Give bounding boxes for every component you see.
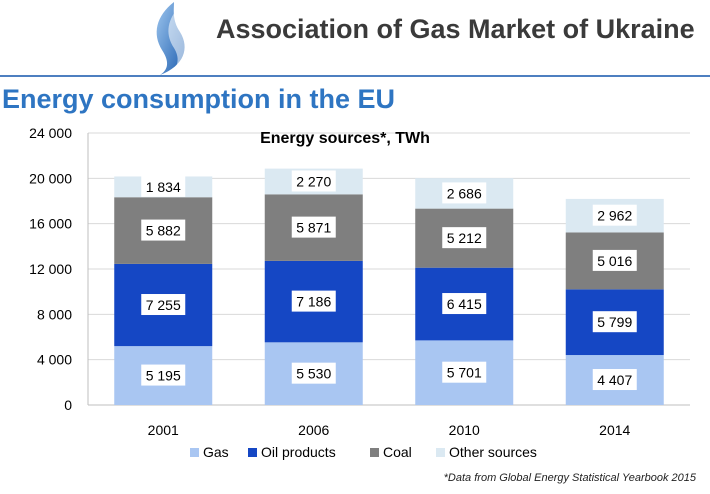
data-label: 5 195 [146, 368, 181, 384]
data-label-box [291, 170, 336, 192]
data-label: 4 407 [597, 372, 632, 388]
data-label: 7 255 [146, 297, 181, 313]
data-label-box [592, 369, 637, 391]
data-label-box [141, 219, 186, 241]
y-tick-label: 20 000 [29, 170, 72, 186]
header-divider [0, 75, 710, 77]
legend-swatch [248, 448, 257, 457]
data-label: 2 962 [597, 208, 632, 224]
data-label-box [141, 294, 186, 316]
data-label-box [592, 249, 637, 271]
y-tick-label: 0 [64, 397, 72, 413]
data-label-box [291, 290, 336, 312]
data-label: 5 212 [447, 230, 482, 246]
x-tick-label: 2010 [449, 422, 480, 438]
data-label-box [442, 227, 487, 249]
footnote: *Data from Global Energy Statistical Yea… [443, 472, 696, 484]
chart-title: Energy sources*, TWh [260, 130, 430, 147]
data-label: 2 686 [447, 185, 482, 201]
data-label: 1 834 [146, 179, 181, 195]
data-label: 5 016 [597, 253, 632, 269]
data-label: 5 882 [146, 223, 181, 239]
data-label-box [442, 361, 487, 383]
legend-swatch [190, 448, 199, 457]
data-label: 2 270 [296, 173, 331, 189]
data-label-box [442, 182, 487, 204]
legend-label: Oil products [261, 444, 336, 460]
y-tick-label: 8 000 [37, 306, 72, 322]
data-label-box [291, 362, 336, 384]
x-tick-label: 2014 [599, 422, 630, 438]
data-label: 5 799 [597, 314, 632, 330]
data-label: 6 415 [447, 296, 482, 312]
x-tick-label: 2001 [148, 422, 179, 438]
data-label-box [141, 175, 186, 197]
x-tick-label: 2006 [298, 422, 329, 438]
y-tick-label: 16 000 [29, 216, 72, 232]
logo-icon [144, 0, 202, 76]
y-tick-label: 24 000 [29, 125, 72, 141]
data-label: 5 701 [447, 365, 482, 381]
page-title: Energy consumption in the EU [2, 84, 396, 114]
legend-swatch [370, 448, 379, 457]
data-label-box [141, 364, 186, 386]
data-label-box [592, 204, 637, 226]
legend-label: Coal [383, 444, 412, 460]
legend-label: Gas [203, 444, 229, 460]
data-label-box [291, 216, 336, 238]
legend-label: Other sources [449, 444, 537, 460]
data-label: 5 871 [296, 220, 331, 236]
data-label: 5 530 [296, 366, 331, 382]
data-label-box [442, 293, 487, 315]
org-name: Association of Gas Market of Ukraine [216, 14, 695, 44]
data-label: 7 186 [296, 294, 331, 310]
y-tick-label: 12 000 [29, 261, 72, 277]
data-label-box [592, 311, 637, 333]
legend-swatch [436, 448, 445, 457]
y-tick-label: 4 000 [37, 352, 72, 368]
